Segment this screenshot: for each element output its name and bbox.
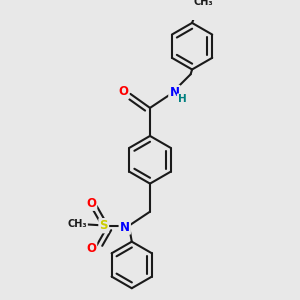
Text: H: H [178, 94, 187, 104]
Text: O: O [86, 197, 96, 210]
Text: CH₃: CH₃ [194, 0, 213, 7]
Text: S: S [100, 219, 108, 232]
Text: O: O [118, 85, 128, 98]
Text: CH₃: CH₃ [67, 219, 87, 229]
Text: O: O [86, 242, 96, 255]
Text: N: N [169, 86, 179, 99]
Text: N: N [120, 220, 130, 234]
